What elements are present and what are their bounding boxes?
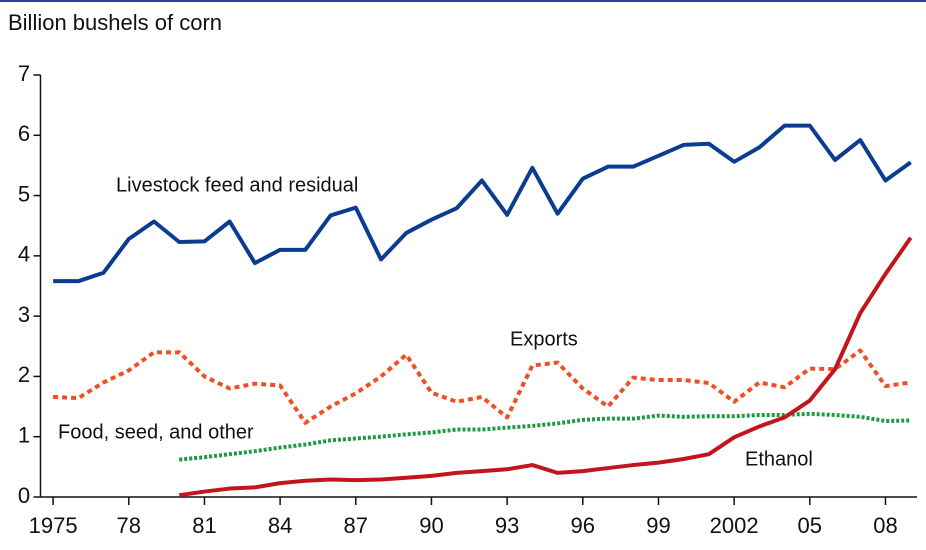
y-tick-label: 1 xyxy=(18,423,30,448)
y-tick-label: 0 xyxy=(18,483,30,508)
x-tick-label: 90 xyxy=(419,513,443,538)
x-tick-label: 78 xyxy=(117,513,141,538)
x-tick-label: 2002 xyxy=(710,513,759,538)
x-tick-label: 1975 xyxy=(29,513,78,538)
y-axis-title: Billion bushels of corn xyxy=(8,10,222,35)
series-line xyxy=(178,236,913,498)
x-tick-label: 05 xyxy=(798,513,822,538)
x-tick-label: 81 xyxy=(192,513,216,538)
x-tick-label: 93 xyxy=(495,513,519,538)
x-tick-label: 84 xyxy=(268,513,292,538)
y-tick-label: 7 xyxy=(18,61,30,86)
series-line xyxy=(53,348,911,425)
y-tick-label: 3 xyxy=(18,302,30,327)
x-tick-label: 96 xyxy=(571,513,595,538)
series-label: Livestock feed and residual xyxy=(116,174,358,196)
y-tick-label: 4 xyxy=(18,242,30,267)
series-line xyxy=(53,123,912,284)
y-tick-label: 5 xyxy=(18,181,30,206)
series-label: Exports xyxy=(510,328,578,350)
y-tick-label: 2 xyxy=(18,362,30,387)
series-label: Food, seed, and other xyxy=(58,421,254,443)
x-tick-label: 08 xyxy=(873,513,897,538)
x-tick-label: 87 xyxy=(344,513,368,538)
x-tick-label: 99 xyxy=(646,513,670,538)
y-tick-label: 6 xyxy=(18,121,30,146)
series-label: Ethanol xyxy=(745,448,813,470)
